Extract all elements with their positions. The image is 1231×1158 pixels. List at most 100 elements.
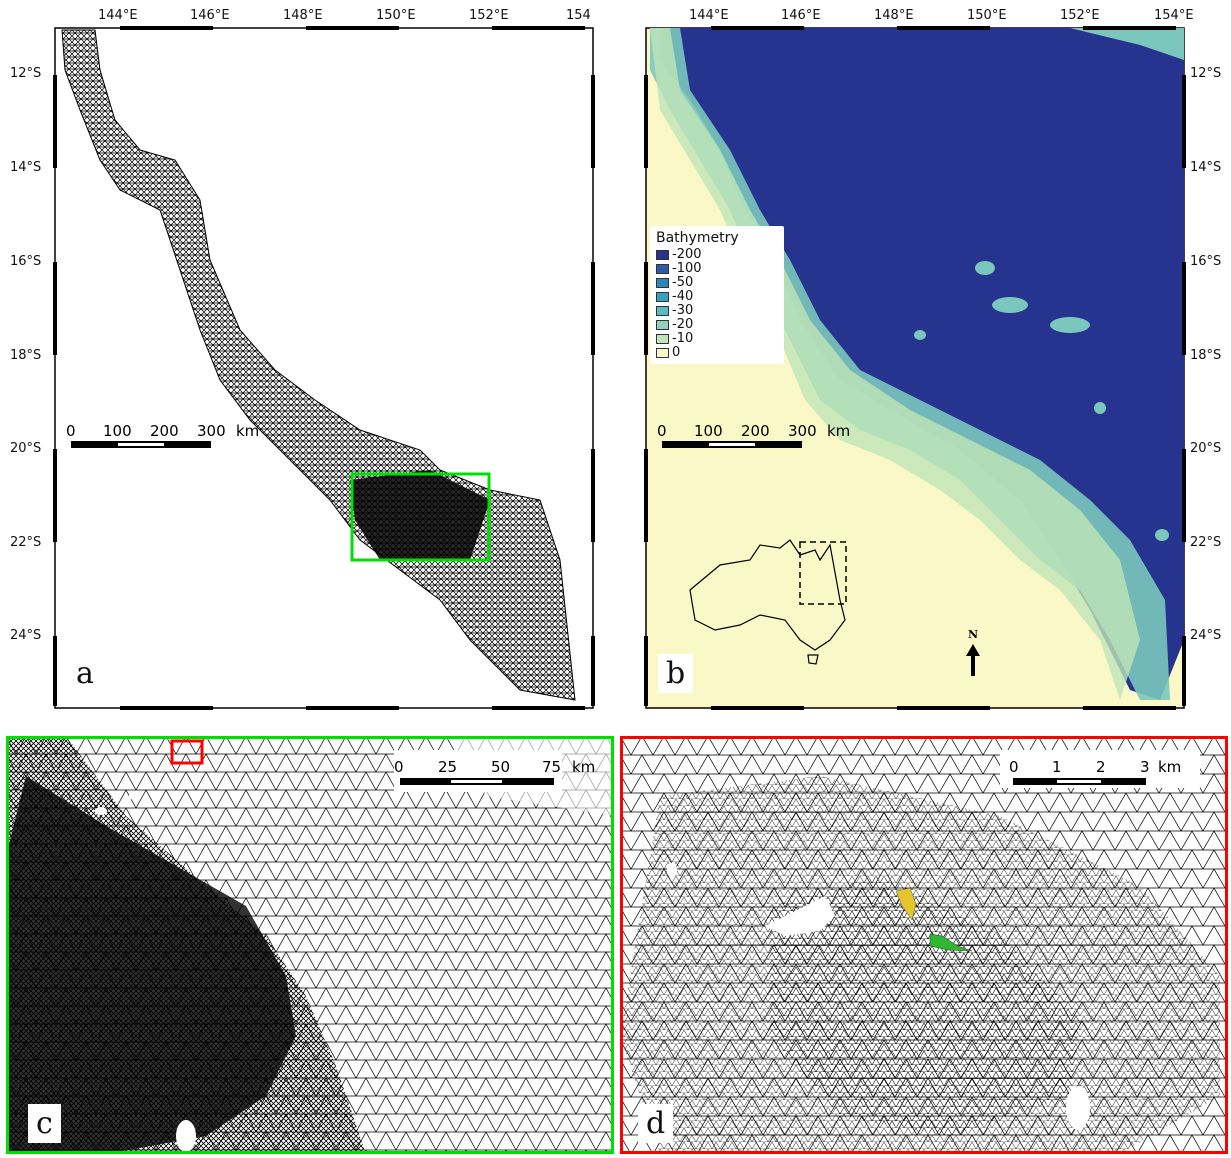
lon-tick: 152°E xyxy=(1060,8,1100,23)
legend-swatch xyxy=(656,334,669,344)
legend-label: -50 xyxy=(672,275,694,290)
island-hole xyxy=(129,792,139,800)
scale-unit: km xyxy=(1158,758,1181,776)
scale-label: 100 xyxy=(103,422,132,440)
legend-swatch xyxy=(656,320,669,330)
dense-mesh-region xyxy=(350,470,490,560)
lat-tick: 14°S xyxy=(10,160,42,175)
legend-label: -10 xyxy=(672,331,694,346)
legend-item: -20 xyxy=(656,318,778,332)
scale-label: 0 xyxy=(657,422,667,440)
bathymetry-legend: Bathymetry -200 -100 -50 -40 -30 -20 -10… xyxy=(650,226,784,364)
scale-label: 200 xyxy=(741,422,770,440)
scale-label: 2 xyxy=(1096,758,1106,776)
legend-label: 0 xyxy=(672,345,681,360)
scale-label: 3 xyxy=(1140,758,1150,776)
panel-d-frame xyxy=(620,736,1228,1154)
shallow-shelf xyxy=(650,28,1140,700)
scale-unit: km xyxy=(236,422,259,440)
scalebar-c: 0 25 50 75 km xyxy=(394,750,595,792)
lat-tick: 20°S xyxy=(10,441,42,456)
legend-label: -30 xyxy=(672,303,694,318)
tasmania-outline xyxy=(807,654,819,665)
island-hole xyxy=(765,896,835,936)
scale-label: 200 xyxy=(150,422,179,440)
panel-c-frame xyxy=(6,736,614,1154)
lon-tick: 154°E xyxy=(1154,8,1194,23)
legend-item: 0 xyxy=(656,346,778,360)
legend-label: -40 xyxy=(672,289,694,304)
legend-item: -50 xyxy=(656,276,778,290)
inset-c-box xyxy=(350,472,491,562)
panel-d-svg: 0 1 2 3 km xyxy=(620,736,1228,1154)
lat-tick: 20°S xyxy=(1190,441,1222,456)
lat-tick: 24°S xyxy=(1190,628,1222,643)
refined-mesh-core xyxy=(770,876,1080,1136)
island-hole xyxy=(95,807,107,815)
island-hole xyxy=(176,1120,196,1152)
lat-tick: 16°S xyxy=(10,254,42,269)
legend-swatch xyxy=(656,250,669,260)
lat-tick: 18°S xyxy=(1190,348,1222,363)
lat-tick: 22°S xyxy=(10,535,42,550)
coral-sea-reef xyxy=(992,297,1028,313)
lon-tick: 144°E xyxy=(98,8,138,23)
lon-tick: 152°E xyxy=(469,8,509,23)
legend-item: -100 xyxy=(656,262,778,276)
panel-a-mesh-map: 0 100 200 300 km 144°E 146°E 148°E 150°E… xyxy=(0,0,600,712)
legend-item: -10 xyxy=(656,332,778,346)
lat-tick: 12°S xyxy=(1190,66,1222,81)
scale-label: 75 xyxy=(542,758,561,776)
dense-mesh-core xyxy=(6,776,296,1154)
panel-b-svg: 0 100 200 300 km N xyxy=(644,26,1186,710)
frame-tick-bars xyxy=(644,26,1186,710)
panel-letter-d: d xyxy=(638,1104,674,1143)
island-hole xyxy=(1066,1086,1090,1130)
reef-yellow xyxy=(895,887,917,921)
legend-swatch xyxy=(656,348,669,358)
scale-unit: km xyxy=(827,422,850,440)
png-coast-reef xyxy=(1070,28,1184,60)
scale-label: 0 xyxy=(66,422,76,440)
australia-outline xyxy=(689,539,846,651)
legend-label: -200 xyxy=(672,247,702,262)
lat-tick: 16°S xyxy=(1190,254,1222,269)
panel-letter-c: c xyxy=(28,1104,61,1143)
legend-item: -200 xyxy=(656,248,778,262)
scale-label: 300 xyxy=(197,422,226,440)
inset-d-box xyxy=(170,739,204,765)
scale-unit: km xyxy=(572,758,595,776)
coral-sea-reef xyxy=(975,261,995,275)
legend-item: -40 xyxy=(656,290,778,304)
coral-sea-reef xyxy=(914,330,926,340)
scale-label: 50 xyxy=(491,758,510,776)
legend-title: Bathymetry xyxy=(656,230,739,246)
lat-tick: 24°S xyxy=(10,628,42,643)
frame-tick-bars xyxy=(53,26,595,710)
panel-letter-b: b xyxy=(658,654,694,693)
legend-label: -20 xyxy=(672,317,694,332)
panel-d-mesh-detail: 0 1 2 3 km d xyxy=(620,736,1228,1154)
lat-tick: 14°S xyxy=(1190,160,1222,175)
panel-c-svg: 0 25 50 75 km xyxy=(6,736,614,1154)
lon-tick: 148°E xyxy=(283,8,323,23)
scale-label: 300 xyxy=(788,422,817,440)
study-area-box xyxy=(799,541,847,605)
lon-tick: 154 xyxy=(566,8,591,23)
legend-swatch xyxy=(656,264,669,274)
lon-tick: 150°E xyxy=(376,8,416,23)
lon-tick: 146°E xyxy=(190,8,230,23)
reef-green xyxy=(929,933,973,952)
scale-label: 0 xyxy=(1009,758,1019,776)
legend-label: -100 xyxy=(672,261,702,276)
scale-label: 1 xyxy=(1052,758,1062,776)
lon-tick: 146°E xyxy=(781,8,821,23)
legend-swatch xyxy=(656,278,669,288)
scalebar-d: 0 1 2 3 km xyxy=(1000,750,1200,788)
scale-label: 100 xyxy=(694,422,723,440)
coral-sea-reef xyxy=(1050,317,1090,333)
lon-tick: 148°E xyxy=(874,8,914,23)
coral-sea-reef xyxy=(1155,529,1169,541)
panel-a-svg: 0 100 200 300 km xyxy=(53,26,595,710)
scale-label: 25 xyxy=(438,758,457,776)
